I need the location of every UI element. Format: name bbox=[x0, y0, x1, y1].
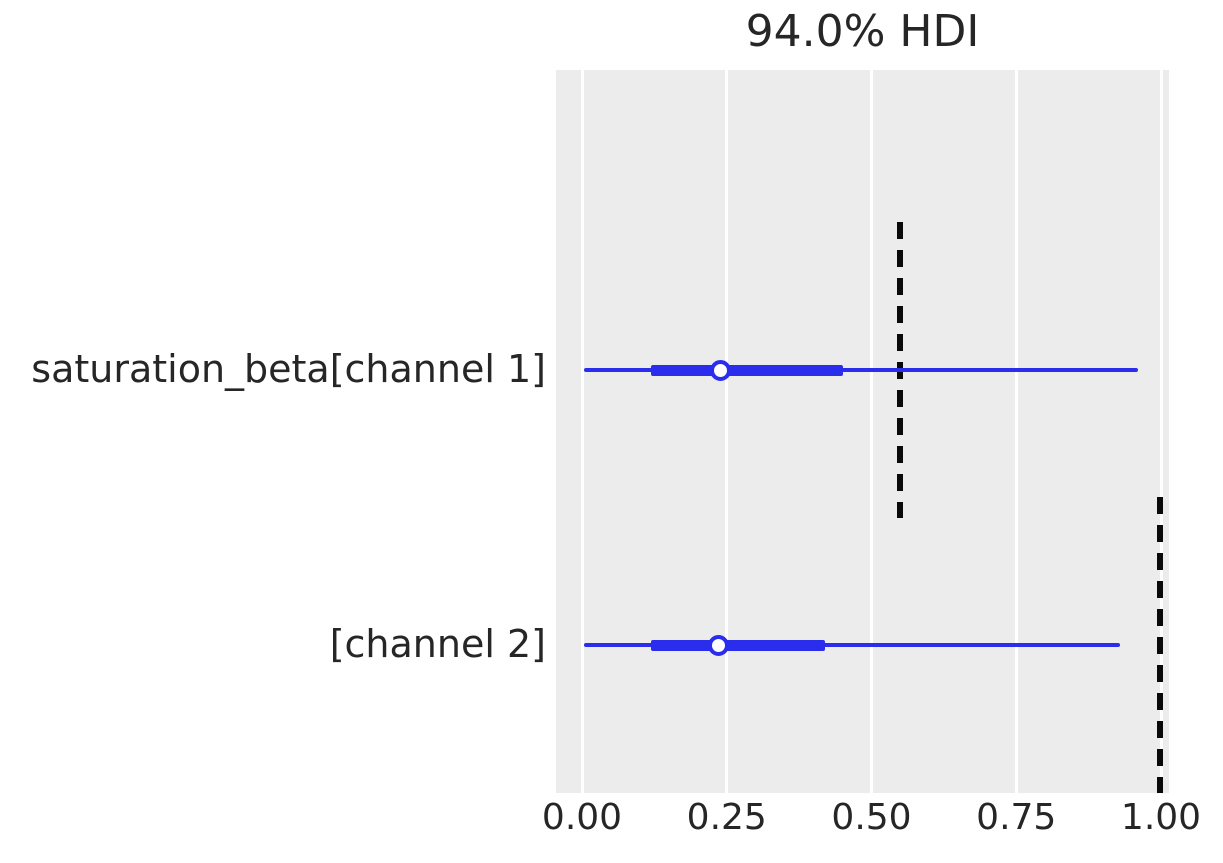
x-tick-label: 0.50 bbox=[831, 797, 912, 838]
gridline bbox=[870, 70, 873, 793]
hdi-line bbox=[583, 368, 1138, 372]
hdi-line bbox=[583, 643, 1121, 647]
gridline bbox=[725, 70, 729, 793]
gridline bbox=[1014, 70, 1018, 793]
median-marker bbox=[707, 634, 729, 656]
quartile-line bbox=[651, 364, 843, 376]
quartile-line bbox=[651, 639, 826, 651]
x-tick-label: 0.25 bbox=[686, 797, 767, 838]
y-axis-label: saturation_beta[channel 1] bbox=[31, 347, 546, 392]
y-axis-label: [channel 2] bbox=[329, 622, 546, 667]
x-tick-label: 1.00 bbox=[1120, 797, 1202, 838]
reference-line bbox=[1156, 497, 1163, 793]
x-tick-label: 0.75 bbox=[976, 797, 1057, 838]
plot-panel bbox=[556, 70, 1169, 793]
x-tick-label: 0.00 bbox=[541, 797, 623, 838]
gridline bbox=[580, 70, 584, 793]
plot-title: 94.0% HDI bbox=[745, 6, 980, 57]
median-marker bbox=[710, 359, 732, 381]
gridline bbox=[1159, 70, 1163, 793]
